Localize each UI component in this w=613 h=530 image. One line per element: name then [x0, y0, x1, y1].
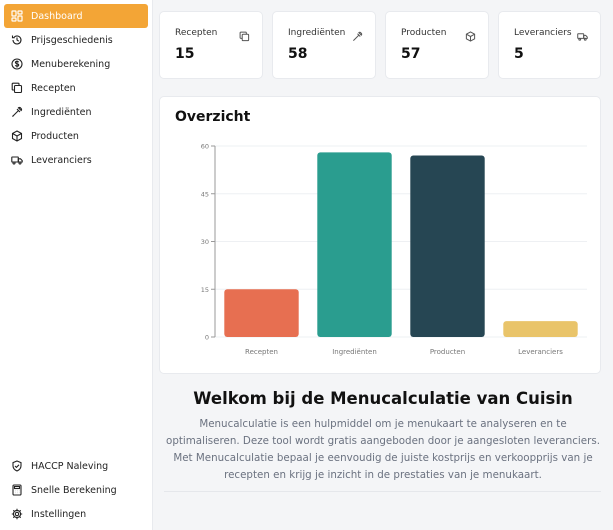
y-tick-label: 60 [201, 143, 209, 151]
sidebar-item-ingredienten[interactable]: Ingrediënten [4, 100, 148, 124]
shield-check-icon [11, 460, 23, 472]
welcome-title: Welkom bij de Menucalculatie van Cuisin [193, 389, 573, 408]
sidebar-item-label: Recepten [31, 82, 76, 94]
history-icon [11, 34, 23, 46]
sidebar-item-label: Snelle Berekening [31, 484, 117, 496]
y-tick-label: 45 [201, 190, 209, 198]
sidebar-item-label: Leveranciers [31, 154, 92, 166]
y-tick-label: 15 [201, 286, 209, 294]
stat-label: Recepten [175, 28, 218, 38]
divider [164, 491, 601, 492]
copy-icon [239, 27, 250, 42]
sidebar-item-haccp[interactable]: HACCP Naleving [4, 454, 148, 478]
y-tick-label: 30 [201, 238, 209, 246]
sidebar-item-menuberekening[interactable]: Menuberekening [4, 52, 148, 76]
welcome-text: Menucalculatie is een hulpmiddel om je m… [166, 418, 600, 481]
sidebar-item-dashboard[interactable]: Dashboard [4, 4, 148, 28]
sidebar-item-label: Instellingen [31, 508, 87, 520]
dashboard-icon [11, 10, 23, 22]
package-icon [465, 27, 476, 42]
stat-label: Ingrediënten [288, 28, 346, 38]
pipette-icon [11, 106, 23, 118]
overview-bar-chart: 0 15 30 45 60 Recepten Ingrediënten Producten Le… [201, 143, 587, 356]
stat-value: 15 [175, 46, 195, 62]
stat-card-recepten[interactable]: Recepten 15 [159, 11, 263, 79]
stat-value: 58 [288, 46, 308, 62]
overview-chart-card: Overzicht 0 15 30 45 60 Recepten Ingrediënten P… [159, 96, 601, 374]
calculator-icon [11, 484, 23, 496]
sidebar-item-label: Ingrediënten [31, 106, 92, 118]
pipette-icon [352, 27, 363, 41]
stat-label: Producten [401, 28, 447, 38]
sidebar-item-label: Menuberekening [31, 58, 111, 70]
x-tick-label: Recepten [245, 348, 278, 356]
chart-title: Overzicht [175, 109, 251, 125]
gear-icon [11, 508, 23, 520]
sidebar-item-label: Producten [31, 130, 79, 142]
y-tick-label: 0 [205, 334, 209, 342]
stat-card-producten[interactable]: Producten 57 [385, 11, 489, 79]
sidebar-item-label: Prijsgeschiedenis [31, 34, 113, 46]
sidebar-item-leveranciers[interactable]: Leveranciers [4, 148, 148, 172]
bar-producten [410, 155, 485, 337]
sidebar-item-instellingen[interactable]: Instellingen [4, 502, 148, 526]
sidebar-item-label: Dashboard [31, 10, 83, 22]
sidebar-item-producten[interactable]: Producten [4, 124, 148, 148]
stat-value: 57 [401, 46, 421, 62]
sidebar-item-recepten[interactable]: Recepten [4, 76, 148, 100]
copy-icon [11, 82, 23, 94]
bar-leveranciers [503, 321, 578, 337]
dollar-circle-icon [11, 58, 23, 70]
sidebar-item-label: HACCP Naleving [31, 460, 109, 472]
stat-card-ingredienten[interactable]: Ingrediënten 58 [272, 11, 376, 79]
bar-ingrediënten [317, 152, 392, 337]
sidebar-item-snelle-berekening[interactable]: Snelle Berekening [4, 478, 148, 502]
truck-icon [577, 27, 588, 41]
sidebar: Dashboard Prijsgeschiedenis Menuberekeni… [0, 0, 153, 530]
truck-icon [11, 154, 23, 166]
bar-recepten [224, 289, 299, 337]
sidebar-item-prijsgeschiedenis[interactable]: Prijsgeschiedenis [4, 28, 148, 52]
package-icon [11, 130, 23, 142]
stat-value: 5 [514, 46, 524, 62]
x-tick-label: Ingrediënten [332, 348, 377, 356]
x-tick-label: Leveranciers [518, 348, 563, 356]
x-tick-label: Producten [430, 348, 465, 356]
stat-card-leveranciers[interactable]: Leveranciers 5 [498, 11, 601, 79]
stat-label: Leveranciers [514, 28, 572, 38]
